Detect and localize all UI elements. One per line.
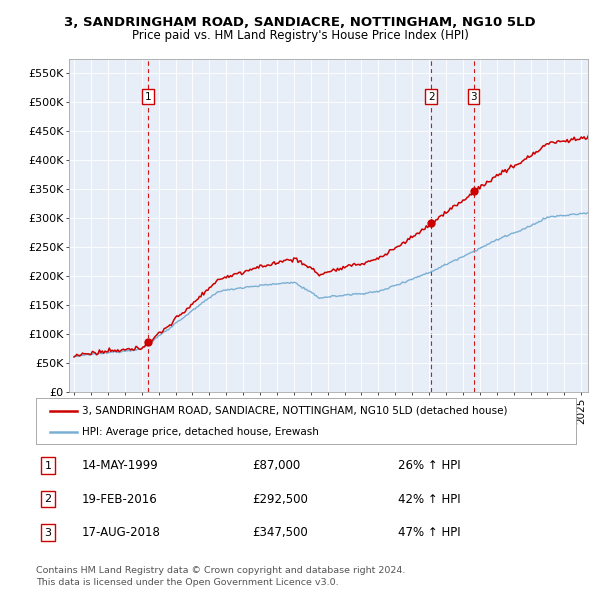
- Text: Price paid vs. HM Land Registry's House Price Index (HPI): Price paid vs. HM Land Registry's House …: [131, 30, 469, 42]
- Text: 1: 1: [145, 91, 151, 101]
- Text: 2: 2: [428, 91, 434, 101]
- Text: HPI: Average price, detached house, Erewash: HPI: Average price, detached house, Erew…: [82, 427, 319, 437]
- Text: 19-FEB-2016: 19-FEB-2016: [82, 493, 158, 506]
- Text: 42% ↑ HPI: 42% ↑ HPI: [398, 493, 460, 506]
- Text: £87,000: £87,000: [252, 459, 300, 472]
- Text: 1: 1: [44, 461, 52, 471]
- Text: 3, SANDRINGHAM ROAD, SANDIACRE, NOTTINGHAM, NG10 5LD: 3, SANDRINGHAM ROAD, SANDIACRE, NOTTINGH…: [64, 16, 536, 29]
- Text: 3, SANDRINGHAM ROAD, SANDIACRE, NOTTINGHAM, NG10 5LD (detached house): 3, SANDRINGHAM ROAD, SANDIACRE, NOTTINGH…: [82, 406, 508, 416]
- Text: Contains HM Land Registry data © Crown copyright and database right 2024.
This d: Contains HM Land Registry data © Crown c…: [36, 566, 406, 587]
- Text: 47% ↑ HPI: 47% ↑ HPI: [398, 526, 460, 539]
- Text: £292,500: £292,500: [252, 493, 308, 506]
- Text: 2: 2: [44, 494, 52, 504]
- Text: 26% ↑ HPI: 26% ↑ HPI: [398, 459, 460, 472]
- Text: 17-AUG-2018: 17-AUG-2018: [82, 526, 161, 539]
- Text: 3: 3: [44, 527, 52, 537]
- Text: 3: 3: [470, 91, 477, 101]
- Text: £347,500: £347,500: [252, 526, 308, 539]
- Text: 14-MAY-1999: 14-MAY-1999: [82, 459, 158, 472]
